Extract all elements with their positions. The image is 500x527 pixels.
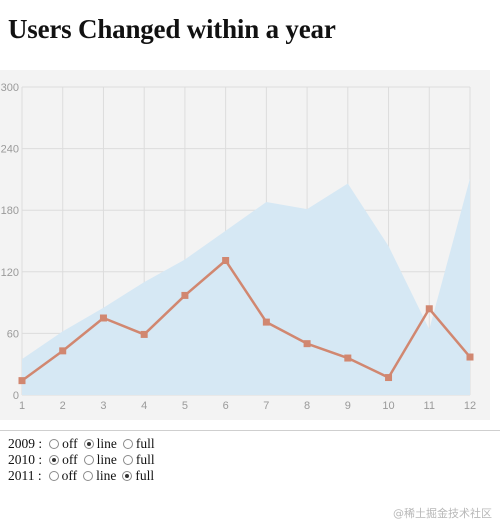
x-tick-label: 4: [141, 400, 147, 412]
line-point: [59, 347, 67, 355]
y-tick-label: 180: [1, 205, 19, 217]
line-point: [262, 318, 270, 326]
line-series-layer: [18, 257, 474, 385]
control-row-2010: 2010 : off line full: [8, 452, 158, 468]
line-point: [466, 353, 474, 361]
watermark: @稀土掘金技术社区: [393, 507, 492, 520]
option-label-line: line: [96, 468, 117, 483]
y-tick-label: 240: [1, 144, 19, 156]
y-tick-label: 300: [1, 82, 19, 94]
radio-2009-line[interactable]: [83, 439, 94, 449]
radio-2009-off[interactable]: [49, 439, 60, 449]
control-row-2009: 2009 : off line full: [8, 436, 158, 452]
x-tick-label: 9: [345, 400, 351, 412]
line-point: [18, 377, 26, 385]
radio-2011-off[interactable]: [48, 471, 59, 481]
x-tick-label: 6: [223, 400, 229, 412]
y-tick-label: 0: [13, 390, 19, 402]
line-point: [222, 257, 230, 265]
series-mode-controls: 2009 : off line full 2010 : off line ful…: [8, 436, 158, 484]
option-label-line: line: [96, 452, 117, 467]
x-tick-label: 1: [19, 400, 25, 412]
y-tick-label: 60: [7, 328, 19, 340]
divider: [0, 430, 500, 431]
year-label: 2009 :: [8, 436, 43, 451]
x-tick-label: 2: [60, 400, 66, 412]
area-series-layer: [22, 178, 470, 395]
x-tick-label: 8: [304, 400, 310, 412]
chart-area: 0 60 120 180 240 300 1 2 3 4 5 6 7 8 9 10 11 12: [0, 70, 490, 420]
radio-2010-line[interactable]: [83, 455, 94, 465]
option-label-off: off: [61, 468, 78, 483]
control-row-2011: 2011 : off line full: [8, 468, 158, 484]
line-point: [344, 354, 352, 362]
line-point: [99, 314, 107, 322]
x-tick-label: 7: [263, 400, 269, 412]
radio-2009-full[interactable]: [122, 439, 133, 449]
option-label-off: off: [62, 452, 78, 467]
option-label-line: line: [96, 436, 117, 451]
x-tick-label: 10: [382, 400, 394, 412]
x-tick-label: 11: [424, 400, 435, 412]
radio-2011-line[interactable]: [83, 471, 94, 481]
radio-2010-off[interactable]: [49, 455, 60, 465]
line-point: [140, 330, 148, 338]
option-label-full: full: [135, 452, 155, 467]
radio-2010-full[interactable]: [122, 455, 133, 465]
page-title: Users Changed within a year: [8, 14, 336, 44]
x-tick-label: 12: [464, 400, 476, 412]
line-point: [425, 305, 433, 313]
x-tick-label: 3: [100, 400, 106, 412]
year-label: 2010 :: [8, 452, 43, 467]
option-label-full: full: [135, 468, 155, 483]
line-point: [181, 291, 189, 299]
option-label-off: off: [62, 436, 78, 451]
year-label: 2011 :: [8, 468, 42, 483]
line-point: [385, 374, 393, 382]
line-series: [21, 259, 471, 382]
radio-2011-full[interactable]: [122, 471, 133, 481]
x-tick-label: 5: [182, 400, 188, 412]
y-tick-label: 120: [1, 267, 19, 279]
option-label-full: full: [135, 436, 155, 451]
area-series-full: [22, 178, 470, 395]
line-point: [303, 340, 311, 348]
